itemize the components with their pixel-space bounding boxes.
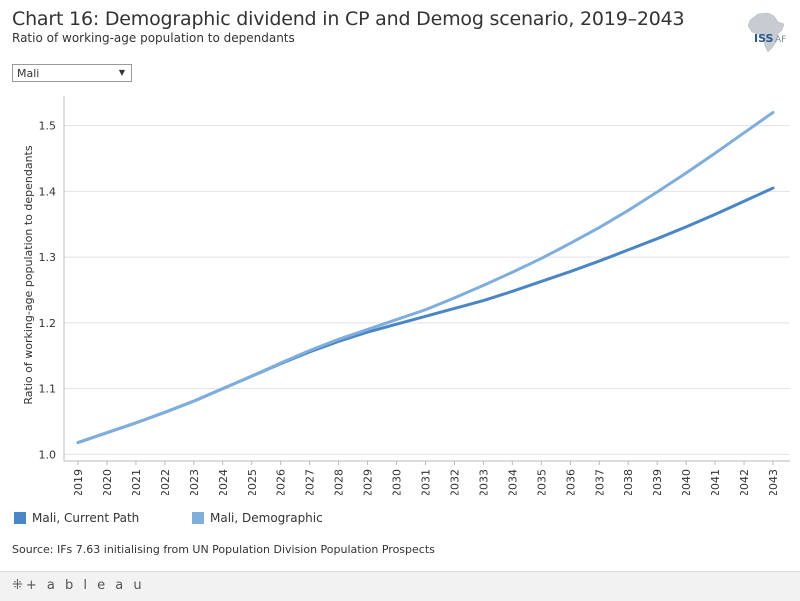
- logo-text-af: AF: [775, 35, 786, 45]
- tableau-logo-link[interactable]: ⁜+ a b l e a u: [12, 578, 145, 593]
- x-tick-label: 2041: [709, 469, 722, 495]
- chart-series: [76, 110, 775, 445]
- tableau-footer: ⁜+ a b l e a u: [0, 571, 800, 601]
- x-tick-label: 2027: [304, 469, 317, 495]
- x-tick-label: 2019: [72, 469, 85, 495]
- x-tick-label: 2032: [448, 469, 461, 495]
- line-chart: 1.01.11.21.31.41.5 2019 2020 2021 2022 2023 2…: [22, 96, 790, 495]
- legend-item-demographic[interactable]: Mali, Demographic: [192, 511, 323, 525]
- x-tick-label: 2020: [101, 469, 114, 495]
- country-filter-dropdown[interactable]: Mali ▼: [12, 64, 132, 82]
- logo-text: ISS: [754, 32, 774, 45]
- dropdown-selected-value: Mali: [17, 67, 40, 80]
- x-tick-label: 2030: [391, 469, 404, 495]
- x-tick-label: 2042: [738, 469, 751, 495]
- x-tick-label: 2038: [622, 469, 635, 495]
- x-tick-label: 2043: [767, 469, 780, 495]
- y-axis: 1.0 1.1 1.2 1.3 1.4 1.5: [39, 96, 65, 461]
- x-axis: 2019 2020 2021 2022 2023 2024 2025 2026 2027 2028…: [64, 460, 790, 495]
- y-tick-label: 1.5: [39, 120, 57, 133]
- x-tick-label: 2025: [246, 469, 259, 495]
- x-tick-label: 2021: [130, 469, 143, 495]
- source-note: Source: IFs 7.63 initialising from UN Po…: [12, 543, 435, 556]
- x-tick-label: 2024: [217, 469, 230, 495]
- x-tick-label: 2040: [680, 469, 693, 495]
- x-tick-label: 2035: [535, 469, 548, 495]
- legend-label: Mali, Current Path: [32, 511, 140, 525]
- chevron-down-icon: ▼: [118, 68, 125, 77]
- chart-gridlines: [64, 125, 790, 455]
- x-tick-label: 2033: [477, 469, 490, 495]
- iss-africa-logo: ISS AF: [747, 12, 786, 53]
- y-axis-label: Ratio of working-age population to depen…: [22, 145, 35, 404]
- x-tick-label: 2029: [362, 469, 375, 495]
- y-tick-label: 1.4: [39, 185, 57, 198]
- legend-item-current-path[interactable]: Mali, Current Path: [14, 511, 139, 525]
- africa-map-icon: [747, 12, 785, 53]
- x-tick-label: 2028: [333, 469, 346, 495]
- x-tick-label: 2023: [188, 469, 201, 495]
- tableau-wordmark: + a b l e a u: [25, 578, 145, 593]
- x-tick-label: 2036: [564, 469, 577, 495]
- x-tick-label: 2022: [159, 469, 172, 495]
- tableau-symbol-icon: ⁜: [12, 578, 26, 593]
- legend-label: Mali, Demographic: [210, 511, 323, 525]
- x-tick-label: 2026: [275, 469, 288, 495]
- x-tick-label: 2031: [420, 469, 433, 495]
- y-tick-label: 1.2: [39, 317, 57, 330]
- chart-title: Chart 16: Demographic dividend in CP and…: [12, 8, 685, 30]
- x-tick-label: 2039: [651, 469, 664, 495]
- series-line-demographic: [76, 110, 775, 445]
- legend-swatch: [14, 512, 26, 524]
- y-tick-label: 1.3: [39, 251, 57, 264]
- y-tick-label: 1.0: [39, 448, 57, 461]
- chart-subtitle: Ratio of working-age population to depen…: [12, 31, 295, 45]
- y-tick-label: 1.1: [39, 383, 57, 396]
- x-tick-label: 2034: [506, 469, 519, 495]
- x-tick-label: 2037: [593, 469, 606, 495]
- legend-swatch: [192, 512, 204, 524]
